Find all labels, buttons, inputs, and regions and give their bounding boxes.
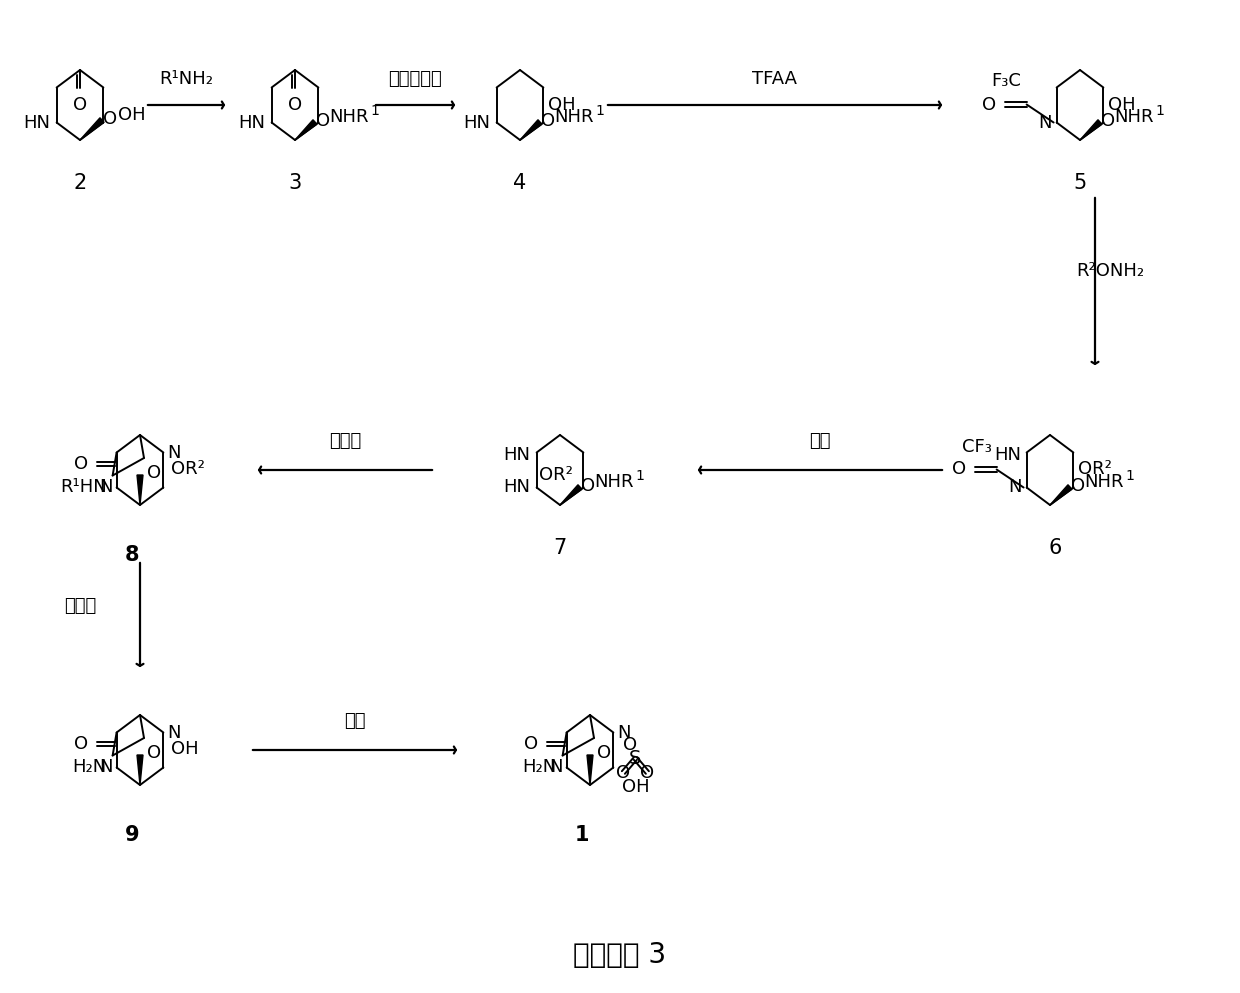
Text: R¹HN: R¹HN: [60, 478, 107, 496]
Polygon shape: [560, 485, 582, 505]
Text: O: O: [582, 477, 595, 495]
Text: NHR: NHR: [329, 108, 368, 126]
Text: HN: HN: [24, 113, 51, 131]
Polygon shape: [136, 475, 143, 505]
Text: 9: 9: [125, 825, 139, 845]
Text: 1: 1: [1154, 104, 1164, 118]
Text: 1: 1: [635, 469, 644, 483]
Text: TFAA: TFAA: [753, 70, 797, 88]
Text: 三光气: 三光气: [329, 432, 361, 450]
Text: 3: 3: [289, 173, 301, 193]
Text: O: O: [148, 744, 161, 762]
Text: 1: 1: [595, 104, 604, 118]
Text: NHR: NHR: [1084, 473, 1123, 491]
Text: O: O: [541, 112, 556, 130]
Text: CF₃: CF₃: [962, 438, 992, 456]
Text: O: O: [1071, 477, 1085, 495]
Text: O: O: [288, 96, 303, 114]
Text: N: N: [167, 444, 181, 462]
Text: 生物催化剂: 生物催化剂: [388, 70, 441, 88]
Text: OH: OH: [171, 741, 198, 759]
Text: 合成路线 3: 合成路线 3: [573, 941, 667, 969]
Text: 1: 1: [575, 825, 589, 845]
Text: 6: 6: [1048, 538, 1061, 558]
Text: O: O: [616, 764, 630, 781]
Text: N: N: [99, 759, 113, 777]
Text: O: O: [316, 112, 330, 130]
Text: OR²: OR²: [1079, 461, 1112, 479]
Text: 5: 5: [1074, 173, 1086, 193]
Text: 2: 2: [73, 173, 87, 193]
Polygon shape: [136, 755, 143, 785]
Text: S: S: [629, 749, 641, 768]
Text: 脱保护: 脱保护: [64, 597, 97, 615]
Text: OH: OH: [621, 778, 650, 795]
Text: O: O: [596, 744, 611, 762]
Text: NHR: NHR: [1114, 108, 1153, 126]
Text: O: O: [73, 96, 87, 114]
Text: N: N: [549, 759, 563, 777]
Polygon shape: [587, 755, 593, 785]
Text: NHR: NHR: [554, 108, 594, 126]
Text: N: N: [1038, 113, 1052, 131]
Text: OR²: OR²: [171, 461, 206, 479]
Text: O: O: [982, 95, 997, 113]
Text: F₃C: F₃C: [992, 72, 1022, 90]
Text: O: O: [148, 464, 161, 482]
Text: H₂N: H₂N: [72, 758, 107, 776]
Text: 瞆化: 瞆化: [345, 712, 366, 730]
Text: O: O: [525, 735, 538, 753]
Text: O: O: [624, 736, 637, 754]
Text: N: N: [618, 724, 631, 742]
Polygon shape: [520, 120, 542, 140]
Text: O: O: [74, 455, 88, 473]
Text: 7: 7: [553, 538, 567, 558]
Text: HN: HN: [503, 479, 531, 496]
Text: R¹NH₂: R¹NH₂: [159, 70, 213, 88]
Text: O: O: [103, 110, 117, 128]
Text: NHR: NHR: [594, 473, 634, 491]
Text: O: O: [640, 764, 655, 781]
Text: O: O: [952, 461, 967, 479]
Text: 8: 8: [125, 545, 139, 565]
Text: HN: HN: [238, 113, 265, 131]
Text: N: N: [99, 479, 113, 496]
Text: 水解: 水解: [810, 432, 831, 450]
Text: O: O: [1101, 112, 1115, 130]
Text: HN: HN: [503, 446, 531, 464]
Text: N: N: [1008, 479, 1022, 496]
Text: OH: OH: [548, 95, 577, 113]
Polygon shape: [81, 118, 104, 140]
Text: O: O: [74, 735, 88, 753]
Text: N: N: [167, 724, 181, 742]
Polygon shape: [295, 120, 317, 140]
Polygon shape: [1080, 120, 1102, 140]
Text: 1: 1: [1125, 469, 1133, 483]
Text: OR²: OR²: [538, 467, 573, 485]
Text: 4: 4: [513, 173, 527, 193]
Text: H₂N: H₂N: [522, 758, 557, 776]
Text: OH: OH: [1109, 95, 1136, 113]
Text: R²ONH₂: R²ONH₂: [1076, 262, 1145, 280]
Polygon shape: [1050, 485, 1073, 505]
Text: OH: OH: [118, 106, 145, 124]
Text: 1: 1: [370, 104, 379, 118]
Text: HN: HN: [994, 446, 1022, 464]
Text: HN: HN: [464, 113, 491, 131]
